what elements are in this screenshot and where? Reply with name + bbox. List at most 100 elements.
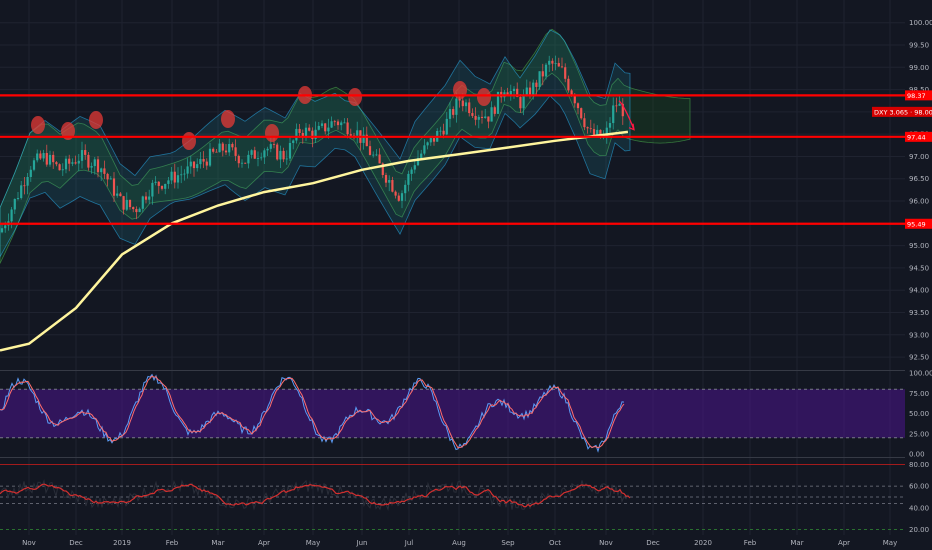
candle-body	[205, 161, 208, 166]
candles	[0, 55, 624, 234]
band-area	[0, 29, 631, 258]
candle-body	[560, 66, 564, 68]
candle-body	[314, 129, 317, 139]
candle-body	[132, 207, 135, 210]
candle-body	[196, 164, 199, 169]
time-tick-label: Dec	[646, 539, 660, 547]
candle-body	[103, 168, 106, 174]
candle-body	[573, 95, 576, 104]
candle-body	[48, 154, 52, 165]
rsi-panel	[0, 464, 905, 530]
candle-body	[16, 198, 20, 199]
candle-body	[388, 180, 391, 183]
candle-body	[618, 103, 621, 106]
candle-body	[144, 196, 148, 200]
price-tick-label: 98.50	[909, 86, 929, 94]
candle-body	[68, 158, 71, 164]
candle-body	[548, 60, 551, 65]
time-tick-label: Nov	[22, 539, 36, 547]
candle-body	[109, 178, 112, 180]
candle-body	[260, 157, 263, 159]
candle-body	[93, 159, 96, 167]
candle-body	[554, 63, 557, 64]
price-panel	[0, 28, 905, 352]
candle-body	[276, 144, 279, 160]
candle-body	[282, 150, 285, 160]
candle-body	[308, 127, 311, 131]
candle-body	[250, 150, 253, 155]
candle-body	[487, 116, 490, 122]
candle-body	[167, 180, 170, 184]
candle-body	[29, 169, 32, 177]
candle-body	[362, 134, 365, 143]
candle-body	[452, 109, 455, 115]
stoch-tick-label: 75.00	[909, 390, 929, 398]
candle-body	[423, 145, 426, 154]
candle-body	[247, 154, 250, 164]
time-tick-label: Dec	[69, 539, 83, 547]
rsi-tick-label: 20.00	[909, 526, 929, 534]
stoch-tick-label: 0.00	[909, 451, 925, 459]
time-tick-label: Oct	[549, 539, 561, 547]
candle-body	[58, 164, 61, 171]
candle-body	[116, 193, 119, 196]
candle-body	[26, 176, 29, 186]
candle-body	[253, 150, 256, 159]
price-tags: 98.37 97.44 95.49 DXY 3.065 · 98.00	[872, 90, 932, 229]
candle-body	[368, 146, 372, 155]
candle-body	[64, 158, 68, 170]
candle-body	[480, 116, 484, 118]
time-tick-label: Apr	[258, 539, 270, 547]
candle-body	[240, 162, 244, 164]
level-price-label: 95.49	[907, 220, 926, 228]
candle-body	[176, 175, 180, 183]
time-axis: Nov Dec 2019 Feb Mar Apr May Jun Jul Aug Sep Oct Nov…	[22, 539, 897, 547]
candle-body	[490, 107, 493, 122]
stoch-tick-label: 100.00	[909, 370, 932, 378]
candle-body	[551, 60, 554, 64]
candle-body	[311, 130, 314, 139]
level-price-label: 98.37	[907, 92, 926, 100]
candle-body	[336, 121, 340, 126]
candle-body	[234, 147, 237, 156]
candle-body	[301, 132, 304, 137]
candle-body	[346, 122, 349, 135]
time-tick-label: Mar	[790, 539, 803, 547]
candle-body	[544, 64, 548, 77]
time-tick-label: Feb	[744, 539, 757, 547]
candle-body	[55, 162, 58, 165]
candle-body	[164, 183, 167, 189]
candle-body	[519, 97, 522, 109]
level-price-tag	[905, 131, 932, 142]
level-price-tag	[905, 218, 932, 229]
time-tick-label: Jun	[356, 539, 368, 547]
candle-body	[365, 134, 368, 147]
candle-body	[397, 195, 400, 201]
time-tick-label: May	[883, 539, 897, 547]
candle-body	[413, 165, 416, 170]
candle-body	[372, 154, 375, 156]
support-resistance-levels	[0, 94, 905, 225]
candle-body	[128, 199, 132, 208]
candle-body	[580, 108, 583, 119]
candle-body	[477, 116, 480, 120]
candle-body	[148, 196, 151, 200]
candle-body	[567, 78, 570, 91]
candle-body	[154, 181, 157, 183]
candle-body	[461, 100, 464, 107]
candle-body	[528, 87, 532, 97]
candle-body	[522, 94, 525, 109]
level-price-tag	[905, 90, 932, 101]
candle-body	[272, 144, 276, 145]
moving-average-line	[0, 130, 629, 352]
candle-body	[20, 185, 23, 199]
candle-body	[71, 162, 74, 164]
candle-body	[36, 153, 39, 161]
touch-marker	[477, 88, 491, 106]
candle-body	[304, 127, 308, 137]
time-tick-label: Apr	[838, 539, 850, 547]
candle-body	[576, 103, 580, 109]
candle-body	[426, 142, 429, 146]
time-tick-label: Feb	[166, 539, 179, 547]
